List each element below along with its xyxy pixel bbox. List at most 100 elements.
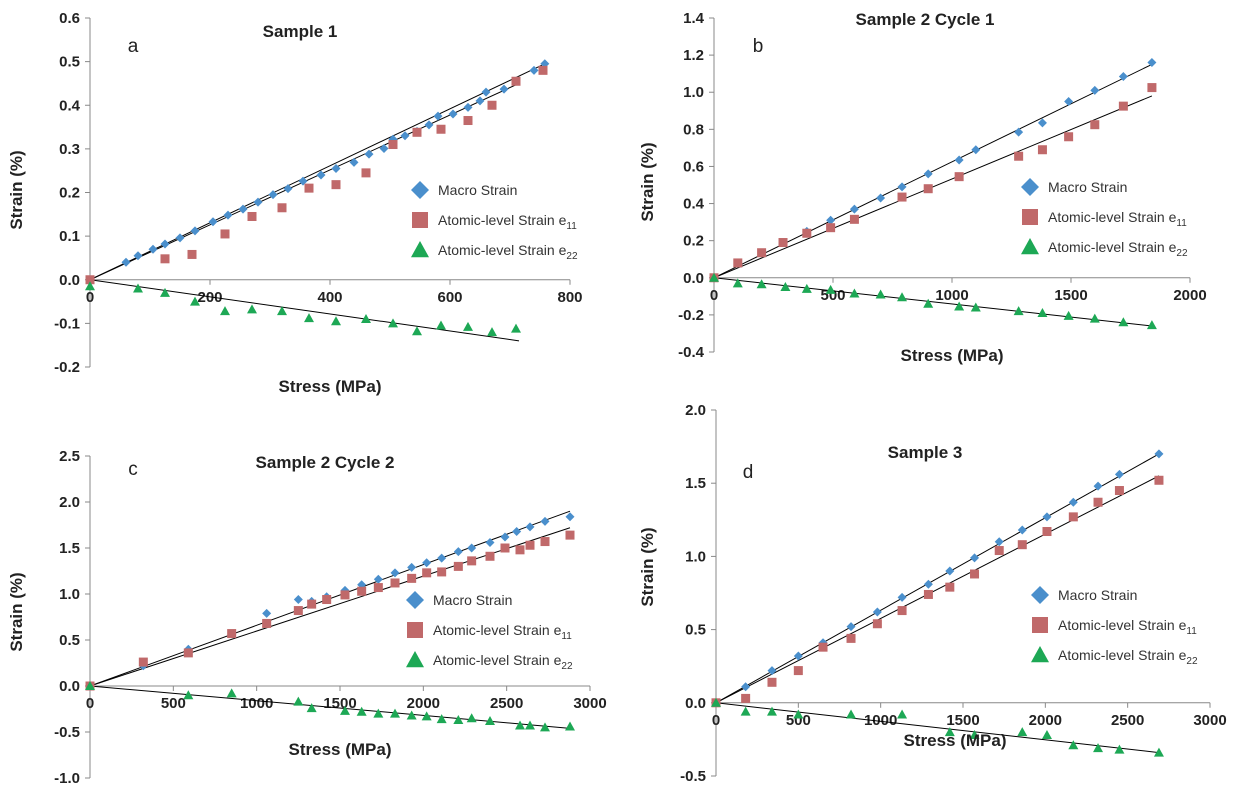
data-point-macro <box>1114 469 1124 479</box>
y-tick-label: 0.4 <box>683 196 705 213</box>
data-point-macro <box>331 164 341 174</box>
data-point-e11 <box>373 583 383 593</box>
y-tick-label: 0.2 <box>683 233 704 250</box>
y-tick-label: 2.0 <box>59 494 80 511</box>
data-point-e22 <box>226 688 237 698</box>
data-point-e11 <box>487 100 497 110</box>
data-point-macro <box>293 595 303 605</box>
data-point-e11 <box>307 599 317 609</box>
legend-marker-macro <box>406 591 424 609</box>
data-point-e11 <box>262 618 272 628</box>
x-axis-title: Stress (MPa) <box>901 346 1004 365</box>
data-point-e22 <box>247 304 257 314</box>
data-point-e22 <box>466 713 477 723</box>
data-point-e22 <box>160 287 170 297</box>
x-tick-label: 3000 <box>573 695 606 712</box>
data-point-macro <box>1064 97 1074 106</box>
chart-title: Sample 3 <box>888 443 963 462</box>
data-point-macro <box>316 170 326 180</box>
legend-label-subscript: 11 <box>1186 626 1197 637</box>
x-tick-label: 2500 <box>490 695 523 712</box>
data-point-e11 <box>1064 132 1074 142</box>
legend-marker-macro <box>1021 178 1039 196</box>
data-point-e22 <box>897 292 908 302</box>
data-point-e11 <box>1014 151 1024 161</box>
data-point-e22 <box>780 282 791 292</box>
data-point-e22 <box>340 705 350 715</box>
data-point-macro <box>467 543 477 553</box>
data-point-e22 <box>1068 740 1079 750</box>
y-tick-label: 1.0 <box>683 84 704 101</box>
legend-label-subscript: 11 <box>566 221 577 232</box>
panel-letter: d <box>743 462 754 483</box>
data-point-e22 <box>756 279 767 289</box>
y-tick-label: 0.4 <box>59 97 81 114</box>
legend-label-e11: Atomic-level Strain e11 <box>433 622 572 642</box>
data-point-e22 <box>849 288 860 298</box>
data-point-e11 <box>923 589 933 599</box>
data-point-e11 <box>485 551 495 561</box>
data-point-e22 <box>331 316 341 326</box>
legend-label-e22: Atomic-level Strain e22 <box>433 652 573 672</box>
data-point-e11 <box>463 116 473 126</box>
data-point-e11 <box>138 657 148 667</box>
data-point-macro <box>876 193 886 203</box>
data-point-e22 <box>421 711 432 721</box>
data-point-macro <box>849 204 859 214</box>
data-point-e22 <box>825 284 836 294</box>
data-point-e11 <box>923 184 933 194</box>
data-point-e11 <box>412 127 422 137</box>
x-axis-title: Stress (MPa) <box>279 377 382 396</box>
data-point-e11 <box>793 666 803 676</box>
x-tick-label: 800 <box>557 289 582 306</box>
legend-label-subscript: 22 <box>561 661 573 672</box>
legend-marker-e11 <box>412 212 428 228</box>
data-point-e11 <box>1017 540 1027 550</box>
data-point-macro <box>793 651 803 661</box>
data-point-e11 <box>304 183 314 193</box>
panel-letter: b <box>753 36 764 57</box>
data-point-e11 <box>357 586 367 596</box>
legend-label-base: Atomic-level Strain e <box>433 652 562 668</box>
fit-line-e22 <box>715 702 1160 754</box>
data-point-e11 <box>1147 83 1157 93</box>
fit-line-e11 <box>713 95 1153 279</box>
data-point-e22 <box>801 283 812 293</box>
data-point-e22 <box>1114 744 1125 754</box>
data-point-e22 <box>1013 306 1024 316</box>
data-point-e11 <box>565 530 575 540</box>
data-point-e11 <box>846 633 856 643</box>
legend-label-base: Atomic-level Strain e <box>1058 647 1187 663</box>
data-point-macro <box>298 176 308 186</box>
data-point-e11 <box>778 238 788 248</box>
x-tick-label: 0 <box>710 287 718 304</box>
data-point-macro <box>1154 449 1164 459</box>
data-point-e11 <box>500 543 510 553</box>
legend-label-e11: Atomic-level Strain e11 <box>1058 617 1197 637</box>
data-point-e11 <box>1093 497 1103 507</box>
data-point-e11 <box>733 258 743 268</box>
x-axis-title: Stress (MPa) <box>904 731 1007 750</box>
fit-line-e11 <box>715 475 1160 704</box>
data-point-macro <box>238 204 248 214</box>
data-point-macro <box>463 102 473 112</box>
data-point-e11 <box>160 254 170 264</box>
x-axis-title: Stress (MPa) <box>289 740 392 759</box>
data-point-e11 <box>1114 486 1124 496</box>
legend-label-subscript: 22 <box>1176 248 1188 259</box>
legend-label-macro: Macro Strain <box>438 182 517 198</box>
data-point-e11 <box>467 556 477 566</box>
data-point-e22 <box>897 709 908 719</box>
data-point-e22 <box>923 298 934 308</box>
data-point-macro <box>190 226 200 236</box>
data-point-macro <box>1090 85 1100 95</box>
data-point-e22 <box>293 696 304 706</box>
data-point-macro <box>262 608 272 618</box>
data-point-macro <box>897 182 907 192</box>
data-point-e22 <box>277 306 287 316</box>
y-tick-label: 0.5 <box>59 54 80 71</box>
x-tick-label: 1000 <box>864 712 897 729</box>
x-tick-label: 2000 <box>1029 712 1062 729</box>
